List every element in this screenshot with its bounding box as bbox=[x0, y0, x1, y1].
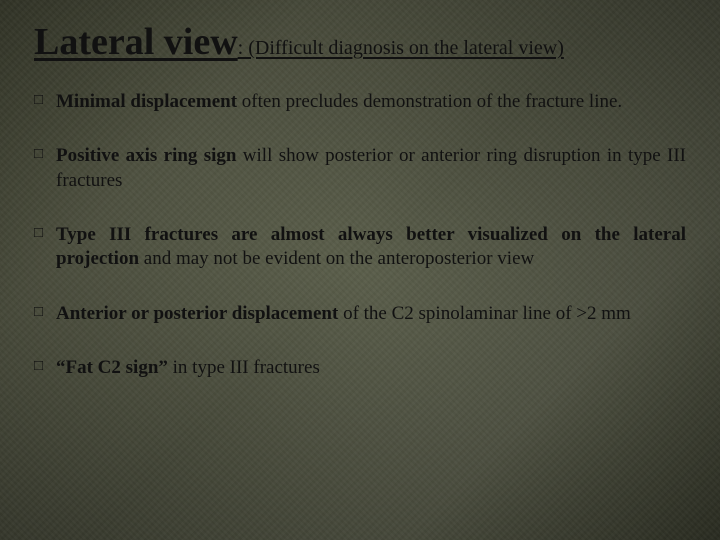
list-item: Anterior or posterior displacement of th… bbox=[34, 302, 686, 326]
bullet-bold: Anterior or posterior displacement bbox=[56, 303, 338, 324]
bullet-list: Minimal displacement often precludes dem… bbox=[34, 90, 686, 380]
list-item: “Fat C2 sign” in type III fractures bbox=[34, 356, 686, 380]
title-main: Lateral view bbox=[34, 21, 238, 63]
slide: Lateral view: (Difficult diagnosis on th… bbox=[0, 0, 720, 540]
bullet-rest: in type III fractures bbox=[168, 357, 320, 378]
bullet-bold: Positive axis ring sign bbox=[56, 145, 236, 166]
bullet-rest: often precludes demonstration of the fra… bbox=[237, 91, 622, 112]
bullet-bold: Minimal displacement bbox=[56, 91, 237, 112]
bullet-bold: “Fat C2 sign” bbox=[56, 357, 168, 378]
title-line: Lateral view: (Difficult diagnosis on th… bbox=[34, 20, 686, 64]
list-item: Minimal displacement often precludes dem… bbox=[34, 90, 686, 114]
bullet-rest: of the C2 spinolaminar line of >2 mm bbox=[338, 303, 631, 324]
bullet-rest: and may not be evident on the anteropost… bbox=[139, 248, 534, 269]
list-item: Type III fractures are almost always bet… bbox=[34, 223, 686, 272]
list-item: Positive axis ring sign will show poster… bbox=[34, 144, 686, 193]
title-sub: : (Difficult diagnosis on the lateral vi… bbox=[238, 37, 564, 59]
